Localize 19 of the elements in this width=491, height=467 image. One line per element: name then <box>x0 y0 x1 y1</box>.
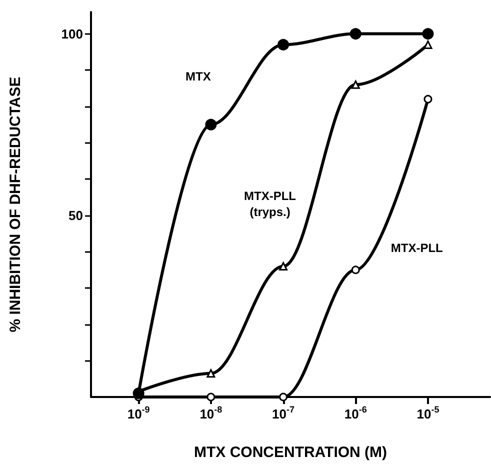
point <box>279 392 288 402</box>
point <box>422 28 434 40</box>
point <box>206 369 216 378</box>
point <box>206 392 216 402</box>
point <box>132 388 144 400</box>
y-axis-title: % INHIBITION OF DHF-REDUCTASE <box>7 76 24 332</box>
series-label: MTX-PLL (tryps.) <box>244 189 296 220</box>
point <box>278 38 290 50</box>
y-tick-label: 50 <box>68 208 83 223</box>
point <box>350 28 362 40</box>
point <box>424 94 432 104</box>
y-tick-label: 100 <box>61 26 83 42</box>
text: MTX <box>186 70 211 84</box>
point <box>205 118 217 130</box>
point <box>351 266 360 274</box>
series-label: MTX-PLL <box>390 240 443 255</box>
x-axis-title: MTX CONCENTRATION (M) <box>194 444 388 461</box>
point <box>351 80 360 89</box>
point <box>279 262 288 270</box>
